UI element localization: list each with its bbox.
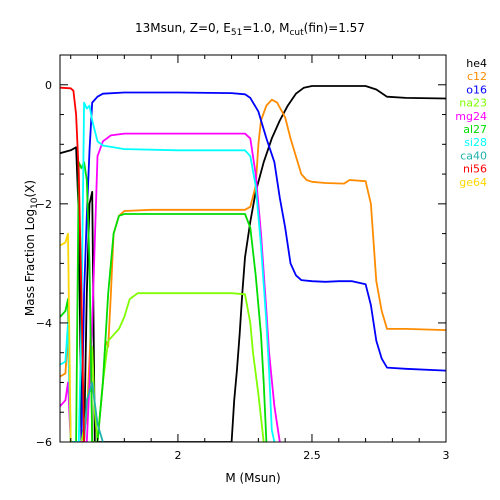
series-line-mg24: [60, 132, 281, 442]
series-line-he4: [60, 85, 446, 442]
series-line-al27: [60, 161, 268, 442]
series-line-na23: [78, 292, 265, 442]
series-line-ge64: [60, 232, 72, 442]
x-tick-label: 2: [174, 449, 181, 462]
x-tick-label: 3: [443, 449, 450, 462]
chart-title: 13Msun, Z=0, E51=1.0, Mcut(fin)=1.57: [135, 21, 365, 38]
title-suffix: (fin)=1.57: [304, 21, 365, 35]
legend-item-al27: al27: [463, 123, 487, 136]
legend-item-na23: na23: [459, 97, 487, 110]
legend-item-ge64: ge64: [459, 176, 487, 189]
legend-item-ca40: ca40: [460, 149, 487, 162]
legend-item-mg24: mg24: [455, 110, 487, 123]
x-axis-label: M (Msun): [225, 471, 280, 485]
ylabel-sub: 10: [30, 197, 40, 209]
title-prefix: 13Msun, Z=0, E: [135, 21, 231, 35]
series-line-o16: [80, 91, 446, 442]
x-tick-label: 2.5: [303, 449, 321, 462]
ylabel-main: Mass Fraction Log: [23, 209, 37, 316]
legend-item-c12: c12: [467, 70, 487, 83]
title-mid: =1.0, M: [242, 21, 289, 35]
legend-item-si28: si28: [464, 136, 487, 149]
plot-frame: [59, 54, 447, 443]
y-tick-label: −6: [36, 436, 52, 449]
y-tick-label: −4: [36, 317, 52, 330]
legend-item-ni56: ni56: [463, 163, 487, 176]
series-line-ni56: [60, 86, 85, 442]
series-line-si28: [60, 101, 276, 442]
title-sub2: cut: [289, 28, 304, 38]
title-sub1: 51: [231, 28, 242, 38]
legend-item-o16: o16: [466, 83, 487, 96]
ylabel-tail: (X): [23, 180, 37, 198]
legend-item-he4: he4: [466, 57, 487, 70]
y-tick-label: 0: [45, 79, 52, 92]
y-axis-label: Mass Fraction Log10(X): [23, 180, 40, 316]
series-line-ca40: [83, 381, 104, 442]
y-tick-label: −2: [36, 198, 52, 211]
